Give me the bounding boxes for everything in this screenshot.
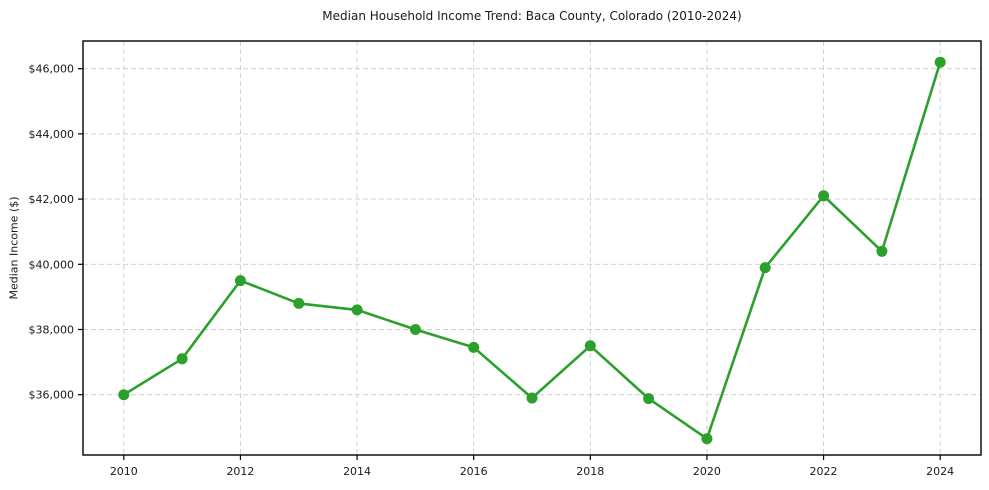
data-point-2020 [701, 433, 713, 445]
data-point-2010 [118, 389, 130, 401]
x-tick-label: 2014 [343, 465, 371, 478]
trend-line [122, 60, 942, 441]
x-tick-label: 2022 [810, 465, 838, 478]
data-point-2012 [234, 275, 246, 287]
x-tick-label: 2012 [226, 465, 254, 478]
x-tick-label: 2018 [576, 465, 604, 478]
data-point-2021 [759, 262, 771, 274]
x-tick-label: 2016 [460, 465, 488, 478]
y-tick-label: $46,000 [29, 63, 75, 76]
data-point-2018 [584, 340, 596, 352]
x-tick-label: 2010 [110, 465, 138, 478]
data-point-2014 [351, 304, 363, 316]
y-tick-label: $36,000 [29, 389, 75, 402]
data-point-2019 [643, 393, 655, 405]
x-tick-label: 2024 [926, 465, 954, 478]
chart-title: Median Household Income Trend: Baca Coun… [322, 9, 742, 23]
plot-border [82, 40, 982, 456]
y-tick-label: $42,000 [29, 193, 75, 206]
data-point-2022 [818, 190, 830, 202]
data-point-2023 [876, 245, 888, 257]
y-tick-label: $38,000 [29, 323, 75, 336]
data-point-2024 [934, 56, 946, 68]
y-tick-label: $44,000 [29, 128, 75, 141]
data-point-2016 [468, 341, 480, 353]
data-point-2013 [293, 297, 305, 309]
y-tick-label: $40,000 [29, 258, 75, 271]
data-point-2011 [176, 353, 188, 365]
x-tick-label: 2020 [693, 465, 721, 478]
data-point-2017 [526, 392, 538, 404]
data-point-2015 [409, 324, 421, 335]
